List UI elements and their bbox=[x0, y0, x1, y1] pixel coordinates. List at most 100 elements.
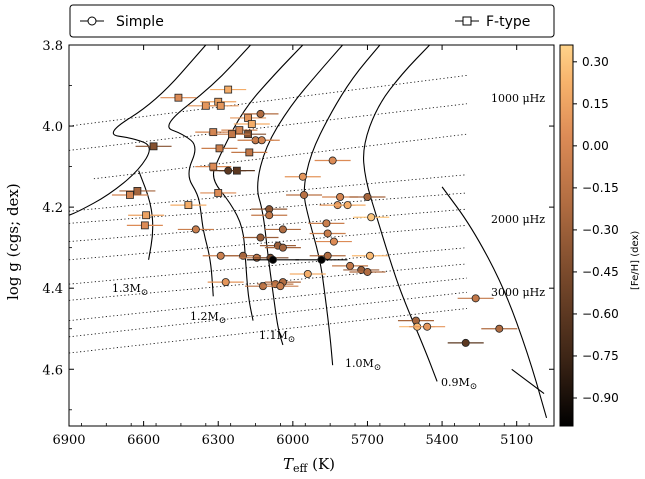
ftype-point bbox=[209, 128, 218, 137]
numax-line bbox=[69, 291, 467, 338]
simple-point bbox=[256, 109, 265, 118]
x-tick-label: 6300 bbox=[202, 433, 235, 448]
ftype-point bbox=[235, 126, 244, 135]
ftype-point bbox=[184, 201, 193, 210]
evolution-track bbox=[257, 45, 344, 346]
simple-point bbox=[471, 294, 480, 303]
legend-simple-label: Simple bbox=[116, 14, 164, 30]
numax-label-1000: 1000 μHz bbox=[491, 92, 545, 105]
plot-area bbox=[69, 45, 554, 426]
colorbar-tick-label: 0.00 bbox=[582, 139, 609, 153]
numax-line bbox=[69, 277, 467, 322]
simple-point bbox=[298, 172, 307, 181]
ftype-point bbox=[133, 187, 142, 195]
x-tick-label: 5700 bbox=[351, 433, 384, 448]
simple-point bbox=[365, 251, 374, 260]
ftype-point bbox=[126, 191, 134, 199]
colorbar-gradient bbox=[559, 44, 574, 427]
simple-point bbox=[328, 156, 337, 165]
simple-point bbox=[303, 270, 312, 279]
x-tick-label: 6900 bbox=[52, 433, 85, 448]
colorbar-tick-label: −0.30 bbox=[582, 223, 619, 237]
track-label-1.3: 1.3M⊙ bbox=[112, 282, 148, 298]
simple-point bbox=[191, 225, 200, 234]
legend-simple-marker bbox=[87, 16, 97, 26]
evolution-track bbox=[363, 45, 438, 382]
simple-point bbox=[323, 229, 332, 238]
numax-line bbox=[69, 103, 467, 151]
simple-point bbox=[278, 243, 287, 252]
simple-point bbox=[323, 251, 332, 260]
ftype-point bbox=[174, 93, 183, 102]
x-tick-label: 6000 bbox=[276, 433, 309, 448]
simple-point bbox=[224, 166, 233, 175]
plot-frame bbox=[68, 44, 555, 427]
x-tick-label: 5400 bbox=[426, 433, 459, 448]
simple-point bbox=[256, 233, 265, 242]
numax-label-3000: 3000 μHz bbox=[491, 286, 545, 299]
x-tick-label: 5100 bbox=[500, 433, 533, 448]
colorbar-tick-label: −0.45 bbox=[582, 265, 619, 279]
numax-line bbox=[69, 247, 467, 285]
y-tick-label: 4.6 bbox=[42, 363, 63, 378]
colorbar-tick-label: 0.15 bbox=[582, 97, 609, 111]
ftype-point bbox=[228, 130, 236, 139]
colorbar-tick-label: −0.60 bbox=[582, 307, 619, 321]
simple-point bbox=[367, 213, 376, 222]
ftype-point bbox=[214, 189, 223, 197]
evolution-track bbox=[138, 170, 154, 260]
simple-point bbox=[363, 267, 372, 276]
numax-line bbox=[69, 308, 467, 354]
legend-ftype-marker bbox=[462, 16, 472, 26]
simple-point bbox=[336, 192, 345, 201]
ftype-point bbox=[149, 142, 158, 151]
simple-point bbox=[423, 322, 432, 331]
y-tick-label: 3.8 bbox=[42, 39, 63, 54]
legend-ftype-label: F-type bbox=[486, 14, 530, 30]
y-tick-label: 4.4 bbox=[42, 282, 63, 297]
colorbar-tick-label: −0.90 bbox=[582, 391, 619, 405]
ftype-point bbox=[209, 162, 218, 171]
y-axis: 3.8 4.0 4.2 4.4 4.6 bbox=[42, 39, 554, 411]
evolution-track bbox=[511, 368, 545, 395]
simple-point bbox=[495, 324, 504, 333]
y-tick-label: 4.0 bbox=[42, 120, 63, 135]
y-axis-title: log g (cgs; dex) bbox=[4, 183, 22, 300]
simple-point bbox=[322, 219, 331, 228]
ftype-point bbox=[215, 144, 224, 153]
legend: Simple F-type bbox=[69, 4, 555, 38]
simple-point bbox=[265, 211, 274, 220]
simple-point bbox=[268, 255, 277, 264]
evolution-track bbox=[212, 45, 304, 321]
simple-point bbox=[257, 136, 266, 145]
colorbar-tick-label: 0.30 bbox=[582, 55, 609, 69]
simple-point bbox=[221, 278, 230, 287]
simple-point bbox=[346, 261, 355, 270]
track-label-0.9: 0.9M⊙ bbox=[441, 376, 477, 392]
track-label-1.2: 1.2M⊙ bbox=[190, 310, 226, 326]
ftype-point bbox=[245, 148, 254, 157]
simple-point bbox=[461, 338, 470, 347]
x-axis-title: Teff (K) bbox=[283, 455, 335, 475]
simple-point bbox=[317, 255, 326, 264]
colorbar: 0.30 0.15 0.00 −0.15 −0.30 −0.45 −0.60 −0.75 −0.… bbox=[559, 44, 641, 427]
legend-frame bbox=[69, 4, 555, 38]
ftype-point bbox=[224, 85, 233, 94]
x-tick-label: 6600 bbox=[127, 433, 160, 448]
numax-label-2000: 2000 μHz bbox=[491, 213, 545, 226]
ftype-point bbox=[140, 221, 149, 230]
colorbar-ticks: 0.30 0.15 0.00 −0.15 −0.30 −0.45 −0.60 −0.75 −0.… bbox=[573, 55, 619, 405]
numax-labels: 1000 μHz 2000 μHz 3000 μHz bbox=[491, 92, 545, 299]
colorbar-tick-label: −0.75 bbox=[582, 349, 619, 363]
ftype-point bbox=[142, 211, 151, 220]
track-label-1.1: 1.1M⊙ bbox=[259, 329, 295, 345]
simple-point bbox=[278, 225, 287, 234]
simple-point bbox=[276, 282, 285, 291]
track-labels: 1.3M⊙ 1.2M⊙ 1.1M⊙ 1.0M⊙ 0.9M⊙ bbox=[112, 282, 477, 392]
simple-point bbox=[216, 251, 225, 260]
simple-point bbox=[363, 192, 372, 201]
data-points bbox=[111, 85, 518, 347]
colorbar-tick-label: −0.15 bbox=[582, 181, 619, 195]
evolution-track bbox=[441, 186, 548, 419]
